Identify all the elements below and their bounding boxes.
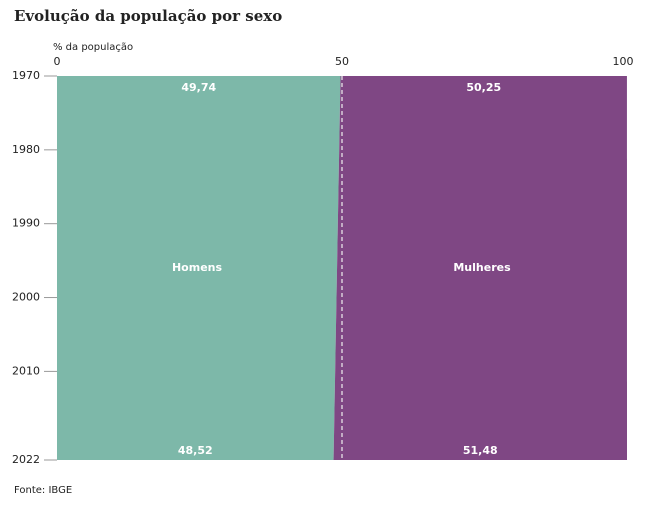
source: Fonte: IBGE xyxy=(14,485,72,496)
value-label: 48,52 xyxy=(178,444,213,457)
y-tick-label: 2010 xyxy=(12,364,40,377)
area xyxy=(57,76,341,460)
y-tick-label: 1970 xyxy=(12,69,40,82)
y-tick-label: 2022 xyxy=(12,453,40,466)
value-label: 51,48 xyxy=(463,444,498,457)
x-tick-label: 100 xyxy=(613,55,634,68)
series-label: Homens xyxy=(172,261,223,274)
value-label: 49,74 xyxy=(181,81,216,94)
y-tick-label: 1980 xyxy=(12,143,40,156)
y-tick-label: 2000 xyxy=(12,291,40,304)
x-tick-label: 50 xyxy=(335,55,349,68)
x-tick-label: 0 xyxy=(54,55,61,68)
area xyxy=(333,76,627,460)
series-label: Mulheres xyxy=(453,261,511,274)
chart-title: Evolução da população por sexo xyxy=(14,7,282,25)
axis-label: % da população xyxy=(53,42,133,53)
value-label: 50,25 xyxy=(466,81,501,94)
y-tick-label: 1990 xyxy=(12,217,40,230)
